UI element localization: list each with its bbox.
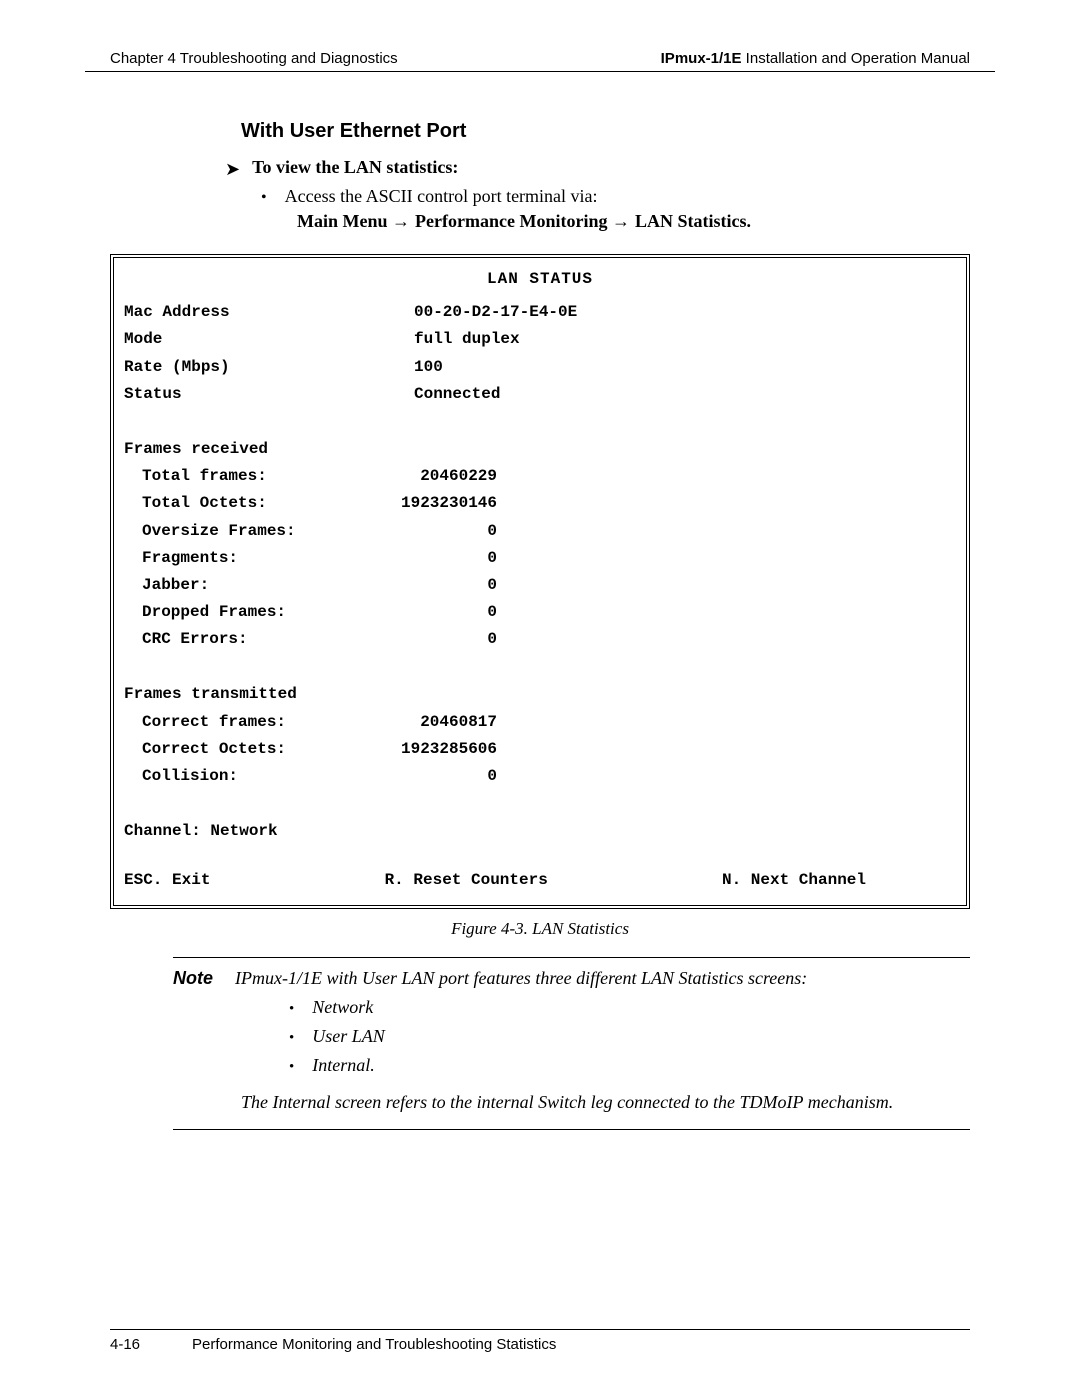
access-bullet: • Access the ASCII control port terminal… — [261, 186, 995, 207]
kv-val: 20460817 — [357, 709, 497, 736]
kv-row: Status Connected — [124, 381, 956, 408]
kv-sub: Total Octets:1923230146 — [124, 490, 956, 517]
section-title: With User Ethernet Port — [241, 120, 995, 143]
kv-sub: Dropped Frames:0 — [124, 599, 956, 626]
kv-val: full duplex — [414, 326, 520, 353]
kv-val: 0 — [357, 572, 497, 599]
kv-sub: Correct frames:20460817 — [124, 709, 956, 736]
foot-mid: R. Reset Counters — [385, 867, 548, 894]
kv-val: 0 — [357, 599, 497, 626]
kv-key: Oversize Frames: — [142, 518, 357, 545]
terminal-screen: LAN STATUS Mac Address 00-20-D2-17-E4-0E… — [110, 254, 970, 909]
kv-key: Correct Octets: — [142, 736, 357, 763]
note-block: Note IPmux-1/1E with User LAN port featu… — [173, 957, 970, 1130]
kv-key: Status — [124, 381, 414, 408]
spacer — [124, 790, 956, 818]
kv-key: Total frames: — [142, 463, 357, 490]
kv-val: 0 — [357, 626, 497, 653]
page-footer: 4-16 Performance Monitoring and Troubles… — [110, 1329, 970, 1353]
access-text: Access the ASCII control port terminal v… — [285, 186, 598, 207]
tx-header: Frames transmitted — [124, 681, 956, 708]
header-product-bold: IPmux-1/1E — [661, 50, 742, 67]
kv-val: Connected — [414, 381, 500, 408]
note-bullet-text: Network — [312, 997, 373, 1018]
note-paragraph: The Internal screen refers to the intern… — [241, 1090, 970, 1115]
kv-key: Mac Address — [124, 299, 414, 326]
kv-key: Jabber: — [142, 572, 357, 599]
kv-sub: Collision:0 — [124, 763, 956, 790]
note-lead: IPmux-1/1E with User LAN port features t… — [235, 968, 807, 989]
kv-row: Rate (Mbps) 100 — [124, 354, 956, 381]
terminal-footer: ESC. Exit R. Reset Counters N. Next Chan… — [124, 867, 956, 894]
bullet-icon: • — [289, 1059, 294, 1076]
note-bullet-text: User LAN — [312, 1026, 385, 1047]
page: Chapter 4 Troubleshooting and Diagnostic… — [0, 0, 1080, 1397]
kv-key: Mode — [124, 326, 414, 353]
bullet-icon: • — [261, 189, 267, 207]
kv-val: 1923285606 — [357, 736, 497, 763]
terminal-title: LAN STATUS — [124, 266, 956, 293]
kv-key: Collision: — [142, 763, 357, 790]
rx-header: Frames received — [124, 436, 956, 463]
running-header: Chapter 4 Troubleshooting and Diagnostic… — [85, 50, 995, 72]
kv-val: 00-20-D2-17-E4-0E — [414, 299, 577, 326]
kv-key: CRC Errors: — [142, 626, 357, 653]
kv-sub: Jabber:0 — [124, 572, 956, 599]
instruction-text: To view the LAN statistics: — [252, 157, 458, 178]
header-product-rest: Installation and Operation Manual — [742, 50, 970, 67]
foot-left: ESC. Exit — [124, 867, 210, 894]
instruction-line: ➤ To view the LAN statistics: — [225, 157, 995, 178]
spacer — [124, 408, 956, 436]
bullet-icon: • — [289, 1030, 294, 1047]
channel-line: Channel: Network — [124, 818, 956, 845]
kv-key: Rate (Mbps) — [124, 354, 414, 381]
nav-c: LAN Statistics. — [635, 211, 751, 231]
nav-path: Main Menu → Performance Monitoring → LAN… — [297, 211, 995, 232]
kv-row: Mode full duplex — [124, 326, 956, 353]
arrow-icon: → — [392, 211, 415, 231]
kv-sub: Correct Octets:1923285606 — [124, 736, 956, 763]
kv-val: 0 — [357, 545, 497, 572]
note-bullet: • Network — [289, 997, 970, 1018]
figure-caption: Figure 4-3. LAN Statistics — [85, 919, 995, 939]
kv-sub: Oversize Frames:0 — [124, 518, 956, 545]
bullet-icon: • — [289, 1001, 294, 1018]
spacer — [124, 653, 956, 681]
note-bullet: • Internal. — [289, 1055, 970, 1076]
footer-title: Performance Monitoring and Troubleshooti… — [192, 1336, 556, 1353]
kv-key: Fragments: — [142, 545, 357, 572]
kv-key: Total Octets: — [142, 490, 357, 517]
kv-val: 20460229 — [357, 463, 497, 490]
header-left: Chapter 4 Troubleshooting and Diagnostic… — [110, 50, 398, 67]
kv-sub: Total frames:20460229 — [124, 463, 956, 490]
kv-val: 1923230146 — [357, 490, 497, 517]
note-top: Note IPmux-1/1E with User LAN port featu… — [173, 968, 970, 989]
kv-key: Dropped Frames: — [142, 599, 357, 626]
foot-right: N. Next Channel — [722, 867, 866, 894]
kv-val: 0 — [357, 518, 497, 545]
kv-val: 100 — [414, 354, 443, 381]
page-number: 4-16 — [110, 1336, 140, 1353]
note-label: Note — [173, 968, 213, 989]
kv-sub: CRC Errors:0 — [124, 626, 956, 653]
nav-b: Performance Monitoring — [415, 211, 607, 231]
note-bullet: • User LAN — [289, 1026, 970, 1047]
arrow-icon: → — [612, 211, 635, 231]
nav-a: Main Menu — [297, 211, 388, 231]
kv-row: Mac Address 00-20-D2-17-E4-0E — [124, 299, 956, 326]
kv-key: Correct frames: — [142, 709, 357, 736]
note-bullet-text: Internal. — [312, 1055, 375, 1076]
header-right: IPmux-1/1E Installation and Operation Ma… — [661, 50, 970, 67]
kv-sub: Fragments:0 — [124, 545, 956, 572]
arrowhead-icon: ➤ — [225, 160, 240, 178]
kv-val: 0 — [357, 763, 497, 790]
